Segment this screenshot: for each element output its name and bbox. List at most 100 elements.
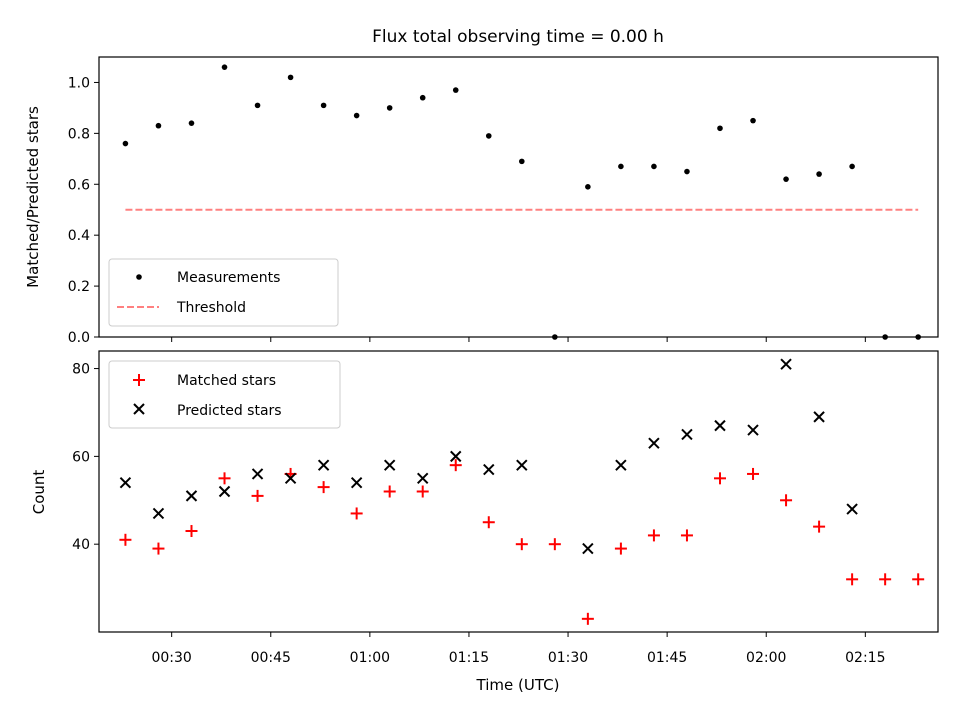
predicted-star-point [681,428,693,441]
y-tick-label: 0.6 [68,177,90,193]
predicted-star-point [417,472,429,485]
x-tick-label: 00:30 [151,650,191,666]
matched-star-point [515,538,528,551]
matched-star-point [383,485,396,498]
legend-measurements-label: Measurements [177,270,280,286]
matched-star-point [846,573,859,586]
measurement-point [353,112,360,119]
predicted-star-point [284,472,297,485]
matched-star-point [747,467,760,480]
predicted-star-point [152,507,165,520]
legend-predicted-marker [133,403,145,415]
predicted-star-point [251,468,264,480]
x-tick-label: 00:45 [251,650,291,666]
chart-title: Flux total observing time = 0.00 h [372,27,664,47]
bottom-legend-box [108,360,341,429]
predicted-star-point [350,477,363,489]
predicted-star-point [780,358,792,370]
measurement-point [419,94,426,101]
predicted-star-point [218,485,231,498]
top-x-ticks [171,337,866,342]
predicted-star-point [450,450,462,463]
bottom-y-ticks: 40 60 80 [72,362,99,553]
measurement-point [882,334,888,340]
measurement-point [188,120,195,126]
matched-star-point [152,542,165,555]
y-tick-label: 80 [72,362,90,378]
matched-star-point [251,489,264,502]
y-tick-label: 0.8 [68,126,90,142]
matched-star-point [680,529,693,542]
x-tick-label: 02:15 [845,650,885,666]
measurement-point [155,122,162,129]
measurement-point [849,163,855,170]
measurement-point [717,125,723,132]
matched-star-point [482,516,495,529]
predicted-star-point [714,419,726,432]
measurement-point [320,102,327,109]
measurement-point [221,64,228,70]
x-tick-label: 01:45 [647,650,687,666]
measurement-point [452,87,459,93]
predicted-star-point [119,477,132,489]
matched-star-point [317,481,330,494]
measurement-point [618,163,624,170]
top-legend: Measurements Threshold [108,258,339,327]
bottom-plot-area [98,350,939,633]
bottom-x-ticks: 00:30 00:45 01:00 01:15 01:30 01:45 02:00 02:15 [151,632,886,666]
matched-star-point [912,573,925,586]
predicted-star-point [185,490,198,502]
measurement-point [552,334,558,340]
y-tick-label: 0.4 [68,228,90,244]
measurement-point [254,102,261,109]
top-marks [122,64,921,340]
matched-star-point [713,472,726,485]
matched-star-point [647,529,660,542]
measurement-point [750,117,756,124]
measurement-point [485,133,492,139]
top-y-axis-label: Matched/Predicted stars [24,106,42,288]
bottom-panel: 40 60 80 00:30 00:45 01:00 01:15 01:30 01:45 02:… [30,350,939,694]
x-tick-label: 01:30 [548,650,588,666]
y-tick-label: 40 [72,537,90,553]
bottom-legend: Matched stars Predicted stars [108,360,341,429]
measurement-point [651,163,657,170]
predicted-star-point [648,437,660,449]
measurement-point [816,171,822,177]
matched-star-point [350,507,363,520]
y-tick-label: 1.0 [68,75,90,91]
legend-matched-label: Matched stars [177,373,276,389]
y-tick-label: 0.0 [68,330,90,346]
y-tick-label: 60 [72,449,90,465]
predicted-star-point [483,463,495,476]
measurement-point [122,140,129,147]
legend-threshold-label: Threshold [176,300,246,316]
measurement-point [585,184,591,190]
predicted-star-point [747,424,759,436]
bottom-marks [119,358,925,625]
predicted-star-point [582,542,594,555]
measurement-point [519,158,525,165]
top-y-ticks: 0.0 0.2 0.4 0.6 0.8 1.0 [68,75,99,346]
predicted-star-point [317,459,330,471]
matched-star-point [449,459,462,472]
y-tick-label: 0.2 [68,279,90,295]
legend-matched-marker [133,374,145,386]
matched-star-point [185,525,198,538]
measurement-point [915,334,921,340]
top-legend-box [108,258,339,327]
predicted-star-point [516,459,528,471]
matched-star-point [879,573,892,586]
matched-star-point [119,533,132,546]
measurement-point [684,168,690,175]
matched-star-point [416,485,429,498]
predicted-star-point [615,459,627,471]
matched-star-point [813,520,826,533]
predicted-star-point [846,503,858,515]
top-plot-area [98,56,939,338]
matched-star-point [780,494,793,507]
measurement-point [783,176,789,182]
predicted-star-point [813,411,825,423]
legend-measurements-marker [136,274,142,280]
bottom-y-axis-label: Count [30,470,48,515]
